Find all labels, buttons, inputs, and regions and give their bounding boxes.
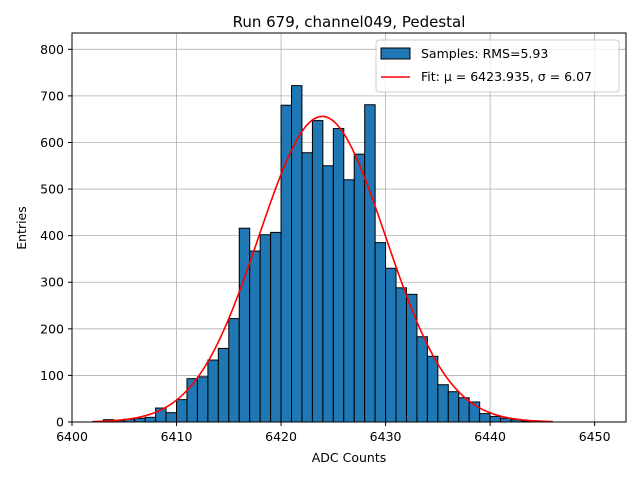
x-tick-label: 6430: [370, 429, 402, 444]
legend: Samples: RMS=5.93 Fit: μ = 6423.935, σ =…: [375, 39, 620, 93]
y-axis-label: Entries: [14, 206, 29, 250]
histogram-bar: [176, 399, 188, 423]
histogram-bar: [238, 227, 251, 423]
x-tick-label: 6440: [474, 429, 506, 444]
histogram-bar: [426, 355, 439, 423]
y-tick-label: 400: [40, 228, 64, 243]
y-tick-label: 700: [40, 88, 64, 103]
histogram-bar: [479, 413, 491, 423]
x-tick-label: 6420: [265, 429, 297, 444]
histogram-bar: [228, 318, 240, 423]
y-tick-label: 0: [56, 415, 64, 430]
chart-title: Run 679, channel049, Pedestal: [233, 13, 466, 31]
histogram-bar: [405, 293, 418, 423]
histogram-bar: [259, 234, 272, 423]
histogram-bar: [291, 85, 303, 423]
histogram-bar: [489, 415, 502, 423]
histogram-bar: [322, 165, 334, 423]
histogram-bar: [311, 120, 324, 423]
x-axis: 6400 6410 6420 6430 6440 6450: [56, 422, 611, 444]
histogram-bar: [395, 287, 407, 423]
histogram-bar: [343, 179, 355, 423]
histogram-bar: [374, 242, 387, 423]
histogram-bar: [437, 384, 449, 423]
histogram-bar: [134, 417, 146, 423]
histogram-bar: [364, 104, 376, 423]
histogram-bar: [144, 416, 157, 423]
x-tick-label: 6400: [56, 429, 88, 444]
y-tick-label: 200: [40, 321, 64, 336]
legend-label-samples: Samples: RMS=5.93: [421, 46, 548, 61]
y-tick-label: 300: [40, 275, 64, 290]
histogram-bar: [301, 152, 313, 423]
histogram-bar: [353, 153, 366, 423]
histogram-bar: [447, 391, 460, 423]
y-tick-label: 800: [40, 42, 64, 57]
y-tick-label: 600: [40, 135, 64, 150]
plot-frame: [71, 32, 627, 423]
fit-curve: [92, 115, 553, 423]
legend-box: [375, 39, 620, 93]
x-axis-label: ADC Counts: [312, 450, 387, 465]
histogram-bar: [458, 397, 470, 423]
histogram-bar: [416, 336, 428, 423]
legend-label-fit: Fit: μ = 6423.935, σ = 6.07: [421, 69, 592, 84]
x-tick-label: 6450: [579, 429, 611, 444]
y-tick-label: 500: [40, 182, 64, 197]
histogram-bar: [217, 347, 230, 423]
legend-swatch-samples: [380, 47, 411, 60]
y-tick-label: 100: [40, 368, 64, 383]
histogram-bar: [332, 128, 345, 423]
histogram-bar: [196, 376, 209, 423]
histogram-bar: [165, 412, 178, 423]
y-axis: 0 100 200 300 400 500 600 700 800: [40, 42, 72, 430]
histogram-bar: [270, 231, 282, 423]
histogram-bars: [92, 85, 543, 423]
histogram-bar: [249, 250, 261, 423]
histogram-bar: [207, 359, 219, 423]
histogram-bar: [385, 267, 397, 423]
x-tick-label: 6410: [161, 429, 193, 444]
